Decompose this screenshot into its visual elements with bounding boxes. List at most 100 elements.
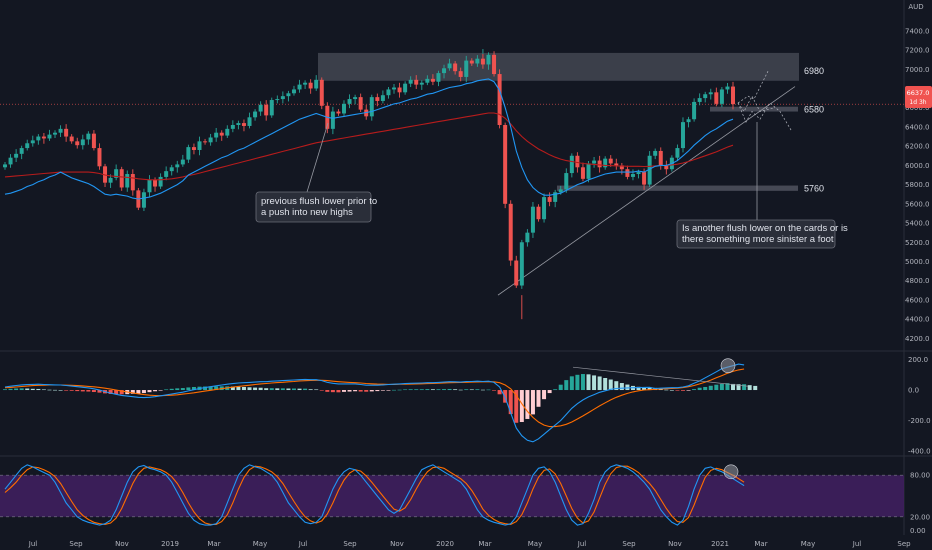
candle-body[interactable] xyxy=(675,148,680,158)
candle-body[interactable] xyxy=(80,139,85,146)
candle-body[interactable] xyxy=(425,78,430,83)
candle-body[interactable] xyxy=(75,141,80,146)
candle-body[interactable] xyxy=(286,93,291,97)
candle-body[interactable] xyxy=(458,71,463,77)
candle-body[interactable] xyxy=(186,147,191,160)
candle-body[interactable] xyxy=(269,100,274,116)
projection-path[interactable] xyxy=(737,102,793,132)
support-zone-5760[interactable] xyxy=(557,185,798,191)
candle-body[interactable] xyxy=(230,125,235,129)
candle-body[interactable] xyxy=(564,173,569,190)
candle-body[interactable] xyxy=(164,171,169,177)
candle-body[interactable] xyxy=(180,159,185,165)
candle-body[interactable] xyxy=(308,82,313,89)
candle-body[interactable] xyxy=(492,54,497,75)
candle-body[interactable] xyxy=(275,99,280,101)
candle-body[interactable] xyxy=(692,101,697,120)
candle-body[interactable] xyxy=(258,104,263,112)
candle-body[interactable] xyxy=(475,58,480,64)
candle-body[interactable] xyxy=(508,203,513,261)
candle-body[interactable] xyxy=(86,133,91,140)
candle-body[interactable] xyxy=(697,98,702,102)
candle-body[interactable] xyxy=(714,92,719,104)
candle-body[interactable] xyxy=(731,86,735,105)
candle-body[interactable] xyxy=(369,97,374,117)
candle-body[interactable] xyxy=(191,147,196,150)
candle-body[interactable] xyxy=(353,97,358,100)
candle-body[interactable] xyxy=(264,104,269,116)
candle-body[interactable] xyxy=(614,163,619,166)
candle-body[interactable] xyxy=(464,60,469,77)
candle-body[interactable] xyxy=(442,68,447,74)
candle-body[interactable] xyxy=(297,84,302,90)
candle-body[interactable] xyxy=(392,87,397,90)
candle-body[interactable] xyxy=(3,164,7,168)
candle-body[interactable] xyxy=(725,86,730,90)
candle-body[interactable] xyxy=(114,169,119,178)
candle-body[interactable] xyxy=(586,163,591,179)
stoch-highlight-marker[interactable] xyxy=(723,464,739,480)
candle-body[interactable] xyxy=(719,89,724,104)
candle-body[interactable] xyxy=(553,192,558,202)
candle-body[interactable] xyxy=(658,150,663,166)
support-zone-6580[interactable] xyxy=(710,106,798,112)
candle-body[interactable] xyxy=(19,148,24,154)
candle-body[interactable] xyxy=(680,122,685,149)
candle-body[interactable] xyxy=(558,189,563,193)
candle-body[interactable] xyxy=(619,165,624,170)
macd-pane[interactable]: 200.0 0.0 -200.0 -400.0 xyxy=(3,356,931,455)
candle-body[interactable] xyxy=(14,153,19,158)
stochastic-pane[interactable]: 80.00 20.00 0.00 xyxy=(0,464,930,535)
candle-body[interactable] xyxy=(686,119,691,123)
macd-divergence-line[interactable] xyxy=(572,366,749,387)
candle-body[interactable] xyxy=(625,169,630,177)
main-price-pane[interactable]: 7400.07200.07000.06800.06600.06400.06200… xyxy=(0,27,930,343)
candle-body[interactable] xyxy=(175,164,180,168)
candle-body[interactable] xyxy=(197,141,202,150)
candle-body[interactable] xyxy=(169,167,174,172)
candle-body[interactable] xyxy=(141,192,146,208)
candle-body[interactable] xyxy=(236,123,241,126)
candle-body[interactable] xyxy=(158,176,163,187)
candle-body[interactable] xyxy=(642,172,647,185)
candle-body[interactable] xyxy=(280,96,285,100)
annotation-sinister-note[interactable]: Is another flush lower on the cards or i… xyxy=(676,122,848,249)
candle-body[interactable] xyxy=(241,123,246,126)
candle-body[interactable] xyxy=(108,177,113,183)
candle-body[interactable] xyxy=(347,99,352,104)
candle-body[interactable] xyxy=(203,141,208,143)
candle-body[interactable] xyxy=(336,111,341,114)
candle-body[interactable] xyxy=(225,128,230,136)
candle-body[interactable] xyxy=(41,136,46,139)
candle-body[interactable] xyxy=(403,83,408,93)
candle-body[interactable] xyxy=(25,143,30,149)
candle-body[interactable] xyxy=(414,79,419,85)
candle-body[interactable] xyxy=(314,79,319,89)
candle-body[interactable] xyxy=(580,167,585,179)
candle-body[interactable] xyxy=(330,111,335,129)
candle-body[interactable] xyxy=(119,169,124,188)
candle-body[interactable] xyxy=(386,89,391,96)
candle-body[interactable] xyxy=(664,165,669,170)
annotation-flush-note[interactable]: previous flush lower prior to a push int… xyxy=(255,122,377,223)
candle-body[interactable] xyxy=(469,60,474,64)
candle-body[interactable] xyxy=(486,54,491,65)
candle-body[interactable] xyxy=(30,140,35,144)
candle-body[interactable] xyxy=(608,158,613,164)
candle-body[interactable] xyxy=(603,158,608,168)
candle-body[interactable] xyxy=(525,232,530,243)
candle-body[interactable] xyxy=(375,97,380,101)
candle-body[interactable] xyxy=(542,197,547,220)
candle-body[interactable] xyxy=(208,137,213,143)
candle-body[interactable] xyxy=(69,136,74,142)
candle-body[interactable] xyxy=(703,94,708,99)
macd-highlight-marker[interactable] xyxy=(720,358,736,373)
candle-body[interactable] xyxy=(97,148,102,167)
candle-body[interactable] xyxy=(430,78,435,82)
candle-body[interactable] xyxy=(58,128,63,133)
candle-body[interactable] xyxy=(453,63,458,72)
candle-body[interactable] xyxy=(592,160,597,164)
candle-body[interactable] xyxy=(130,174,135,191)
candle-body[interactable] xyxy=(397,87,402,93)
candle-body[interactable] xyxy=(536,206,541,220)
